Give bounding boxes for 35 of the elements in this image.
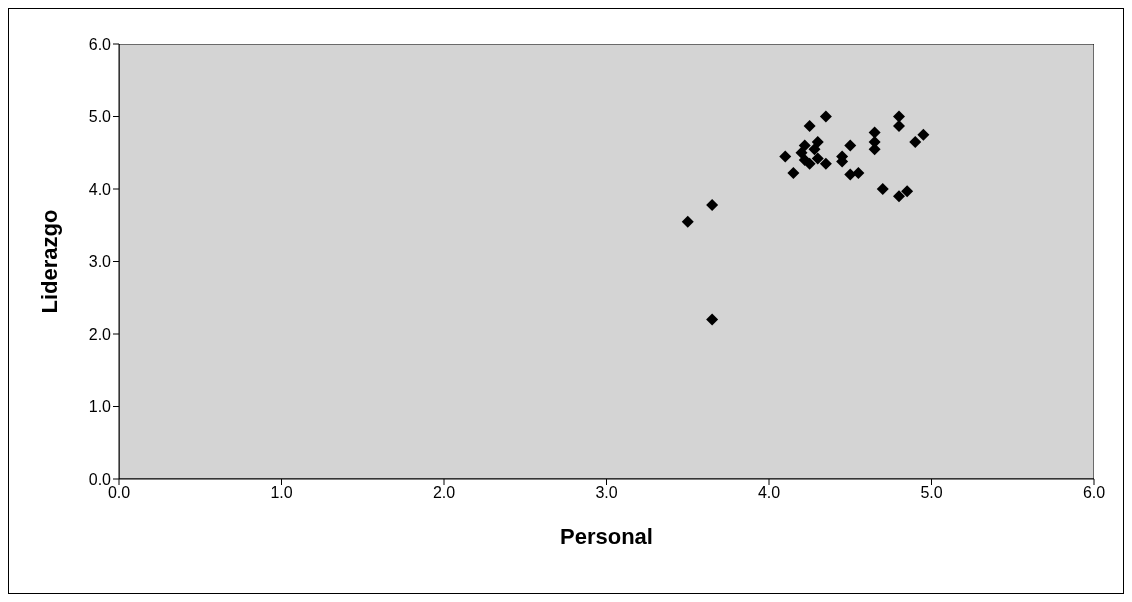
- point: [868, 126, 881, 139]
- x-tick-label: 4.0: [757, 484, 781, 502]
- point: [811, 135, 824, 148]
- x-tick-label: 0.0: [107, 484, 131, 502]
- y-axis-title: Liderazgo: [36, 209, 62, 314]
- y-tick-label: 6.0: [88, 35, 112, 53]
- point: [819, 110, 832, 123]
- point: [803, 119, 816, 132]
- x-tick-label: 2.0: [432, 484, 456, 502]
- point: [681, 215, 694, 228]
- point: [819, 157, 832, 170]
- point: [893, 110, 905, 123]
- x-tick-label: 5.0: [920, 484, 943, 502]
- point: [844, 139, 857, 152]
- x-tick-label: 1.0: [270, 484, 293, 502]
- point: [811, 152, 824, 165]
- point: [706, 313, 719, 326]
- x-tick-label: 3.0: [595, 484, 618, 502]
- y-tick-label: 2.0: [88, 325, 112, 343]
- y-tick-label: 3.0: [88, 253, 112, 271]
- point: [852, 167, 865, 180]
- point: [901, 185, 914, 198]
- point: [909, 135, 922, 148]
- point: [893, 190, 905, 203]
- point: [798, 139, 811, 152]
- point: [706, 198, 719, 211]
- y-tick-label: 4.0: [88, 180, 112, 198]
- x-tick-label: 6.0: [1082, 484, 1106, 502]
- point: [876, 183, 889, 195]
- y-tick-label: 1.0: [88, 398, 112, 416]
- point: [779, 150, 792, 163]
- point: [917, 128, 930, 141]
- y-tick-label: 5.0: [88, 108, 112, 126]
- x-axis-title: Personal: [560, 524, 653, 549]
- point: [787, 167, 800, 180]
